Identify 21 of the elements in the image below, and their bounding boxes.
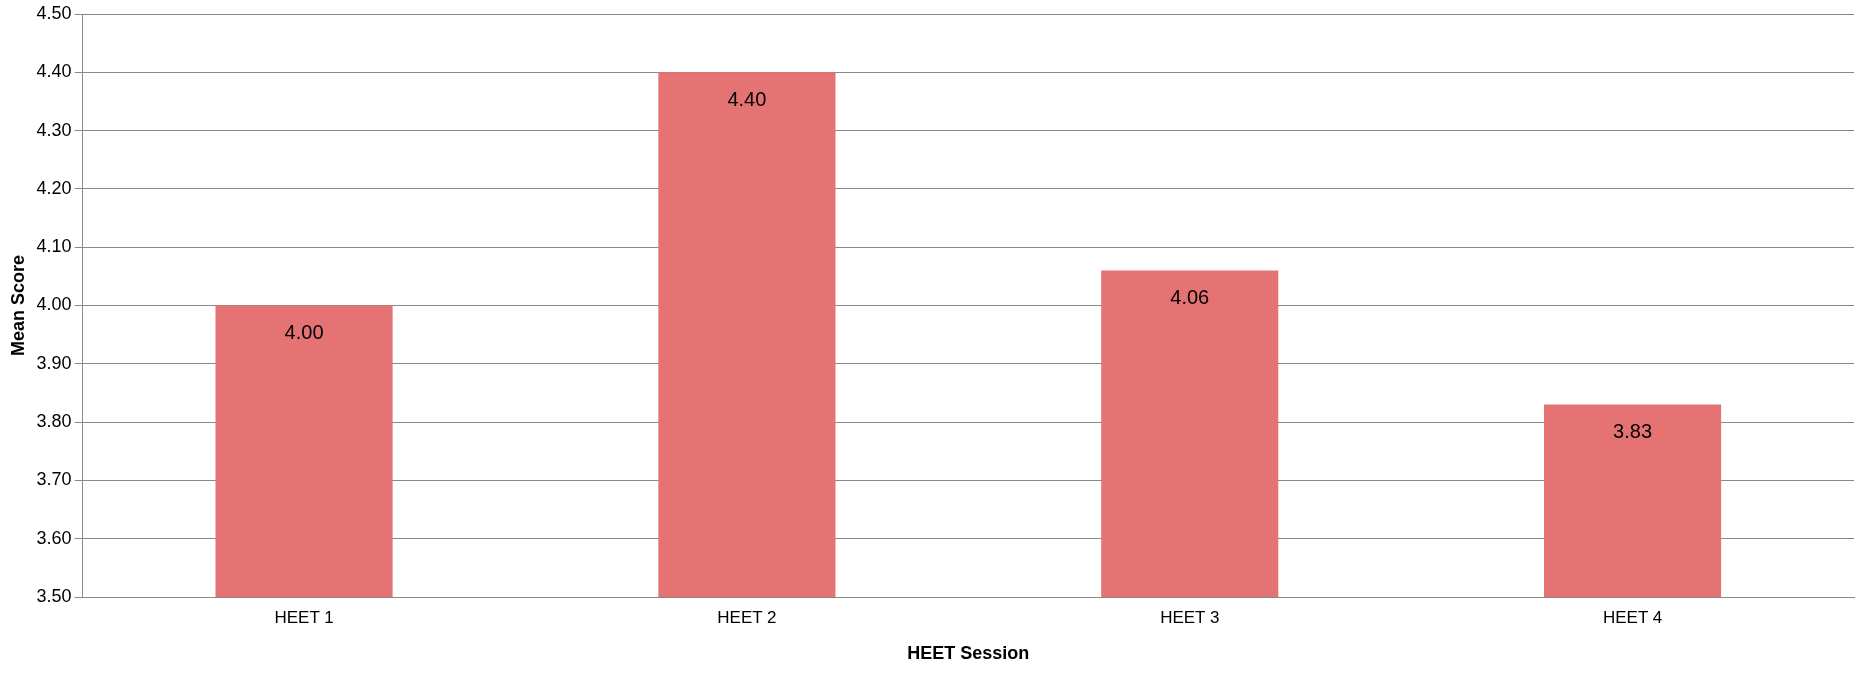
y-tick-label: 4.40 xyxy=(36,61,72,82)
y-tick-label: 3.80 xyxy=(36,411,72,432)
y-tick-label: 3.60 xyxy=(36,527,72,548)
y-tick-label: 4.50 xyxy=(36,2,72,23)
y-tick-label: 4.30 xyxy=(36,119,72,140)
data-label: 4.40 xyxy=(727,87,767,110)
y-tick-label: 4.20 xyxy=(36,177,72,198)
y-axis-title: Mean Score xyxy=(7,254,28,357)
x-tick-label: HEET 2 xyxy=(717,607,777,627)
y-tick-label: 4.10 xyxy=(36,236,72,257)
data-label: 4.00 xyxy=(284,321,324,344)
x-tick-label: HEET 4 xyxy=(1602,607,1663,627)
data-label: 4.06 xyxy=(1170,286,1210,309)
x-tick-label: HEET 3 xyxy=(1160,607,1220,627)
y-tick-label: 3.50 xyxy=(36,585,72,606)
x-axis-title: HEET Session xyxy=(907,643,1030,664)
y-tick-label: 3.70 xyxy=(36,469,72,490)
y-tick-label: 4.00 xyxy=(36,294,72,315)
y-tick-label: 3.90 xyxy=(36,352,72,373)
x-tick-label: HEET 1 xyxy=(274,607,334,627)
data-label: 3.83 xyxy=(1613,420,1653,443)
